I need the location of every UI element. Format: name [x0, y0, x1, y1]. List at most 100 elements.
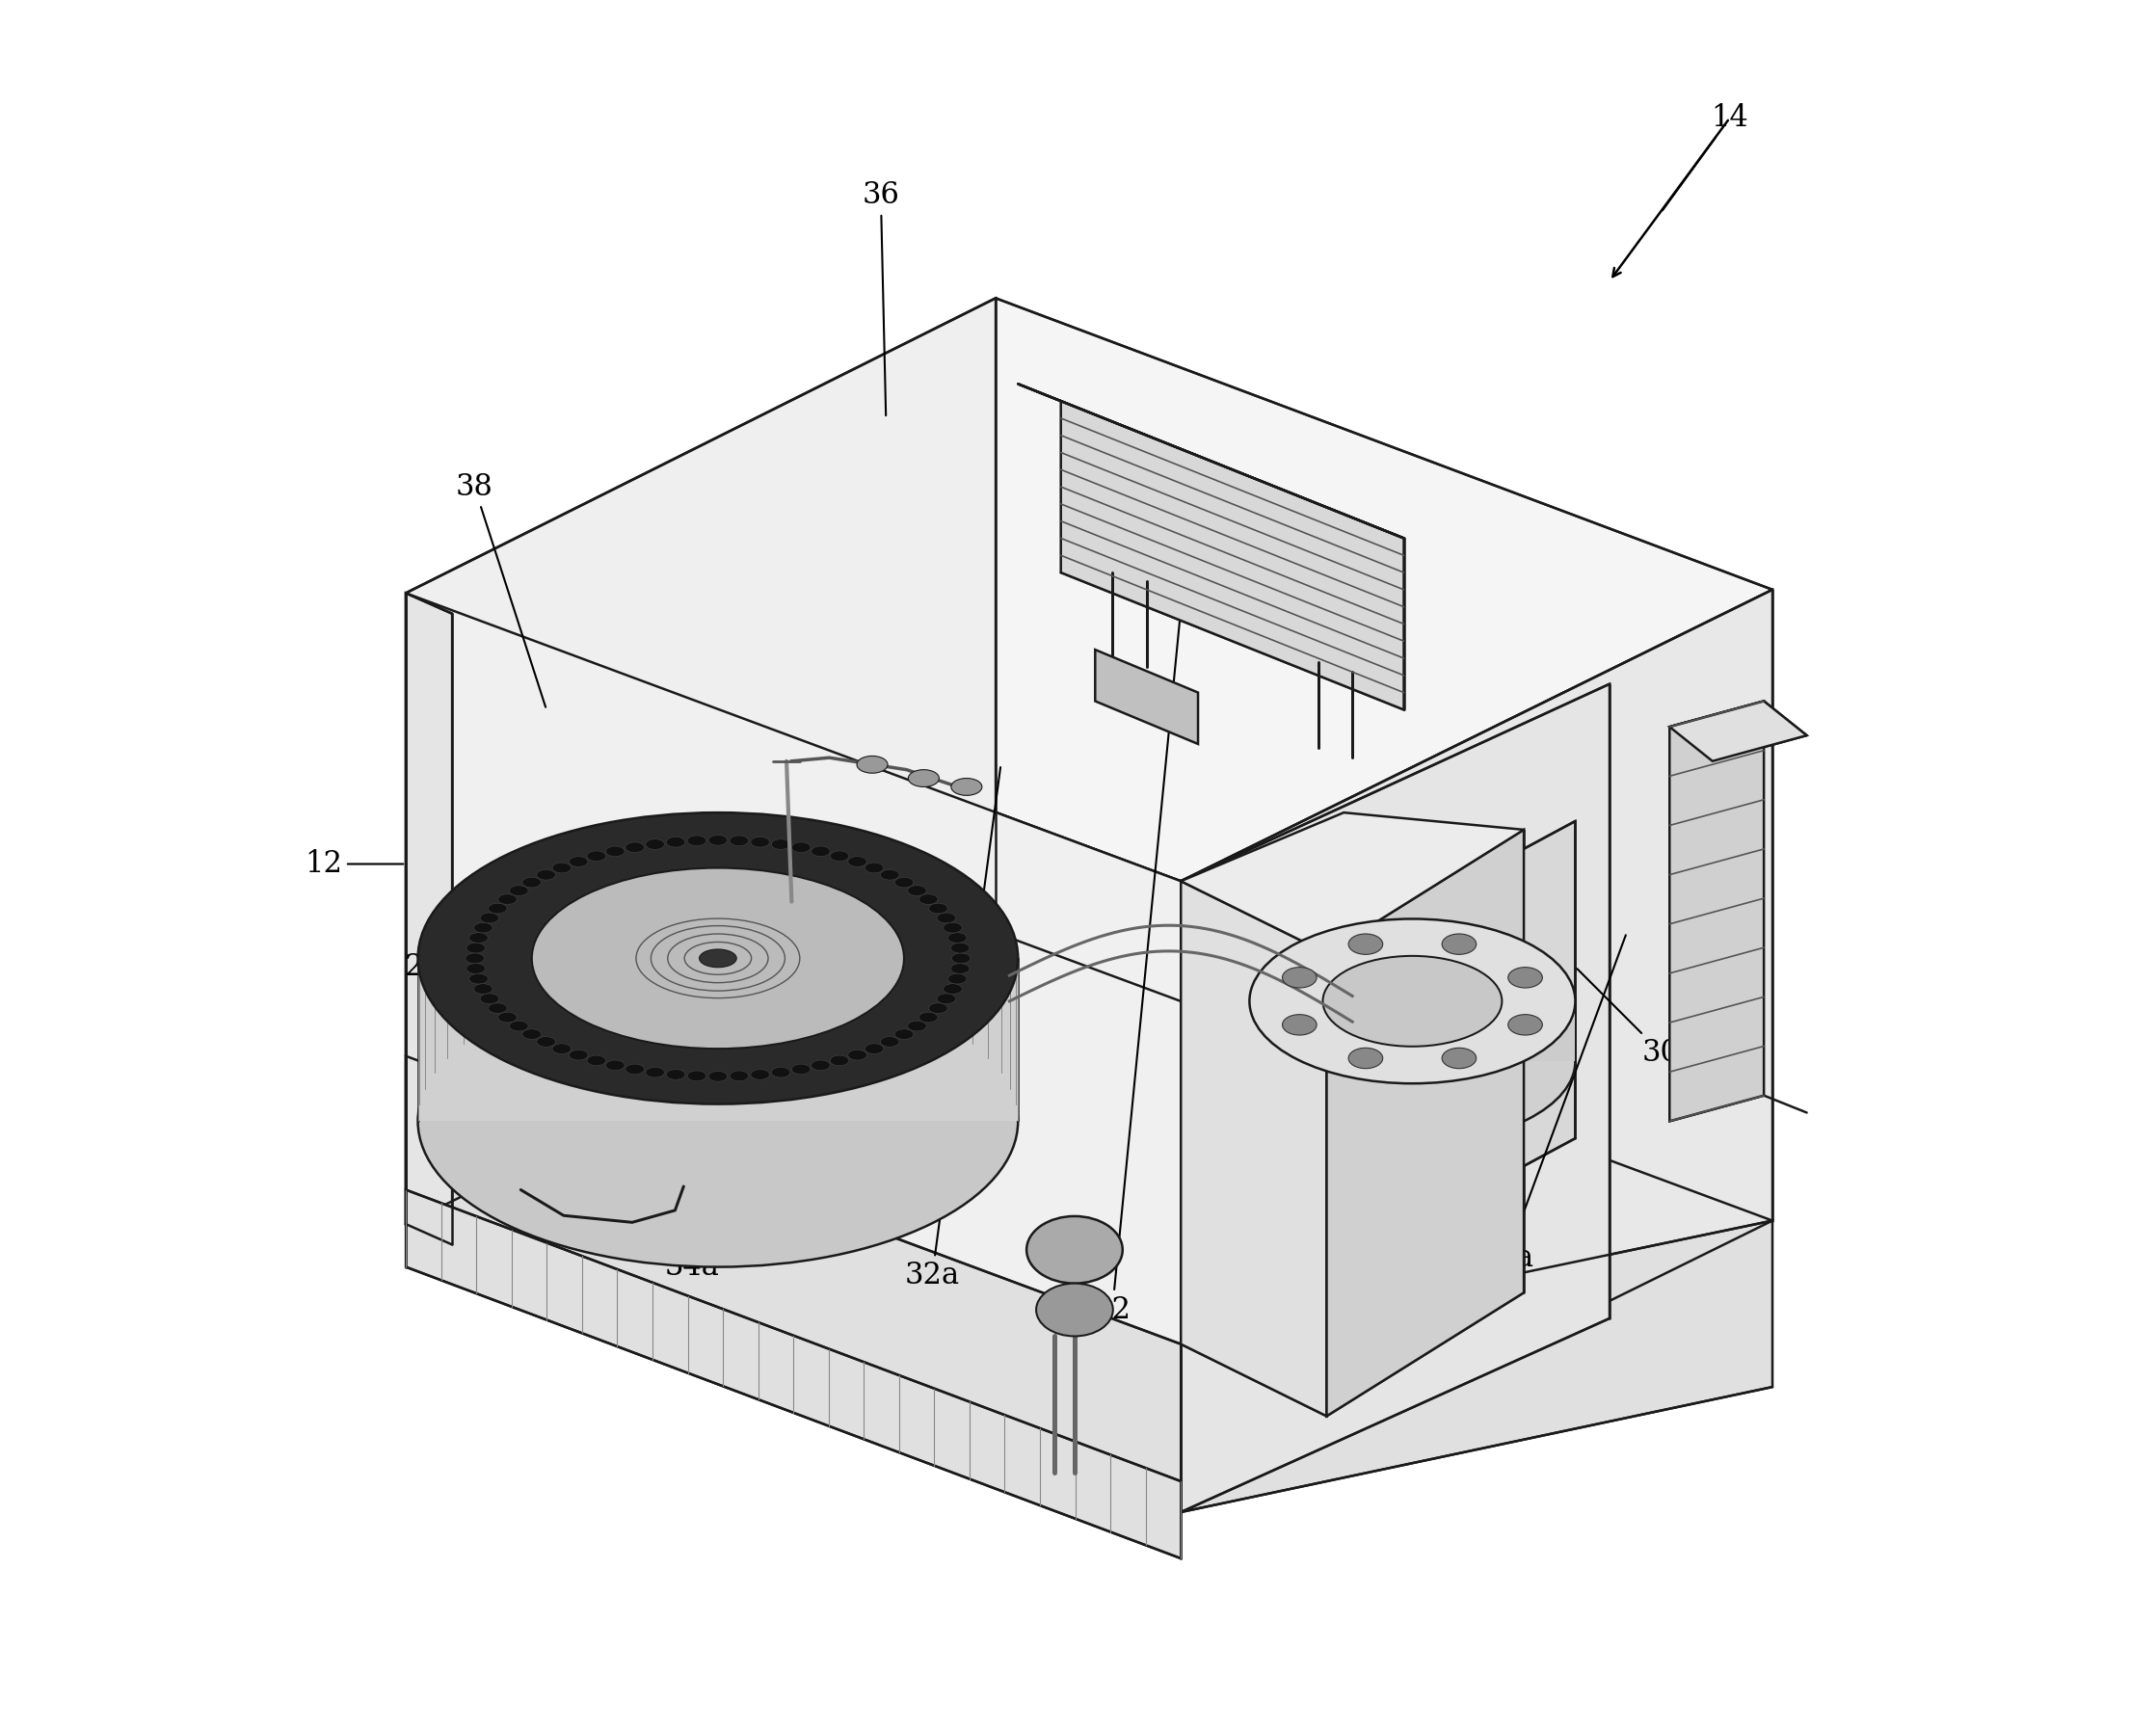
Polygon shape: [418, 959, 1018, 1121]
Ellipse shape: [537, 1037, 556, 1047]
Ellipse shape: [606, 847, 625, 857]
Polygon shape: [1669, 702, 1807, 760]
Ellipse shape: [951, 964, 970, 975]
Ellipse shape: [951, 943, 970, 954]
Polygon shape: [1250, 1001, 1576, 1061]
Ellipse shape: [929, 904, 949, 914]
Ellipse shape: [918, 893, 938, 904]
Polygon shape: [405, 1056, 1181, 1512]
Ellipse shape: [666, 836, 686, 847]
Polygon shape: [1181, 1220, 1772, 1512]
Ellipse shape: [1442, 1047, 1477, 1068]
Ellipse shape: [481, 912, 498, 923]
Ellipse shape: [811, 847, 830, 857]
Ellipse shape: [533, 867, 903, 1049]
Ellipse shape: [949, 933, 966, 943]
Ellipse shape: [750, 1070, 770, 1080]
Ellipse shape: [586, 850, 606, 861]
Ellipse shape: [791, 1064, 811, 1075]
Ellipse shape: [481, 994, 498, 1004]
Ellipse shape: [498, 893, 517, 904]
Ellipse shape: [895, 1030, 914, 1039]
Polygon shape: [1181, 812, 1524, 954]
Ellipse shape: [1442, 933, 1477, 954]
Ellipse shape: [944, 983, 962, 994]
Polygon shape: [1326, 829, 1524, 1417]
Ellipse shape: [625, 1064, 645, 1075]
Ellipse shape: [625, 842, 645, 852]
Text: 34: 34: [593, 918, 750, 1187]
Ellipse shape: [552, 1044, 571, 1054]
Ellipse shape: [908, 769, 940, 786]
Polygon shape: [1095, 650, 1199, 745]
Ellipse shape: [908, 1021, 927, 1032]
Text: 12: 12: [304, 848, 403, 880]
Ellipse shape: [908, 885, 927, 895]
Ellipse shape: [552, 862, 571, 873]
Ellipse shape: [1037, 1284, 1112, 1336]
Ellipse shape: [709, 1071, 727, 1082]
Ellipse shape: [951, 778, 981, 795]
Ellipse shape: [949, 973, 966, 983]
Ellipse shape: [466, 943, 485, 954]
Ellipse shape: [772, 840, 791, 850]
Ellipse shape: [569, 857, 589, 867]
Polygon shape: [405, 299, 996, 1223]
Ellipse shape: [470, 973, 487, 983]
Polygon shape: [1181, 589, 1772, 1512]
Ellipse shape: [466, 954, 485, 964]
Ellipse shape: [772, 1068, 791, 1078]
Ellipse shape: [466, 964, 485, 975]
Text: 32a: 32a: [906, 767, 1000, 1291]
Ellipse shape: [522, 878, 541, 888]
Ellipse shape: [509, 885, 528, 895]
Ellipse shape: [487, 904, 507, 914]
Ellipse shape: [699, 949, 737, 968]
Text: 14: 14: [1662, 104, 1749, 211]
Ellipse shape: [1324, 956, 1503, 1047]
Ellipse shape: [938, 994, 955, 1004]
Ellipse shape: [418, 812, 1018, 1104]
Ellipse shape: [586, 1056, 606, 1066]
Text: 30: 30: [1578, 969, 1680, 1068]
Polygon shape: [1018, 384, 1404, 537]
Ellipse shape: [1348, 1047, 1382, 1068]
Ellipse shape: [929, 1002, 949, 1013]
Ellipse shape: [645, 840, 664, 850]
Text: 34a: 34a: [664, 921, 854, 1282]
Ellipse shape: [830, 1056, 849, 1066]
Ellipse shape: [750, 836, 770, 847]
Ellipse shape: [729, 836, 748, 845]
Ellipse shape: [1283, 968, 1317, 988]
Ellipse shape: [1507, 1014, 1542, 1035]
Ellipse shape: [938, 912, 955, 923]
Ellipse shape: [951, 954, 970, 964]
Ellipse shape: [522, 1030, 541, 1039]
Ellipse shape: [474, 923, 492, 933]
Ellipse shape: [569, 1051, 589, 1061]
Polygon shape: [1669, 702, 1764, 1121]
Ellipse shape: [729, 1071, 748, 1082]
Ellipse shape: [880, 869, 899, 880]
Text: 32a: 32a: [1479, 935, 1626, 1274]
Polygon shape: [1061, 401, 1404, 710]
Ellipse shape: [487, 1002, 507, 1013]
Text: 36: 36: [862, 180, 899, 415]
Ellipse shape: [918, 1013, 938, 1023]
Polygon shape: [405, 593, 453, 1244]
Ellipse shape: [865, 862, 884, 873]
Polygon shape: [405, 593, 1181, 1512]
Ellipse shape: [865, 1044, 884, 1054]
Ellipse shape: [537, 869, 556, 880]
Polygon shape: [405, 299, 1772, 881]
Ellipse shape: [498, 1013, 517, 1023]
Ellipse shape: [847, 1051, 867, 1061]
Ellipse shape: [944, 923, 962, 933]
Ellipse shape: [895, 878, 914, 888]
Text: 26: 26: [405, 919, 561, 982]
Ellipse shape: [509, 1021, 528, 1032]
Ellipse shape: [1250, 978, 1576, 1144]
Text: 40: 40: [520, 956, 655, 1094]
Polygon shape: [1352, 821, 1576, 1258]
Ellipse shape: [1507, 968, 1542, 988]
